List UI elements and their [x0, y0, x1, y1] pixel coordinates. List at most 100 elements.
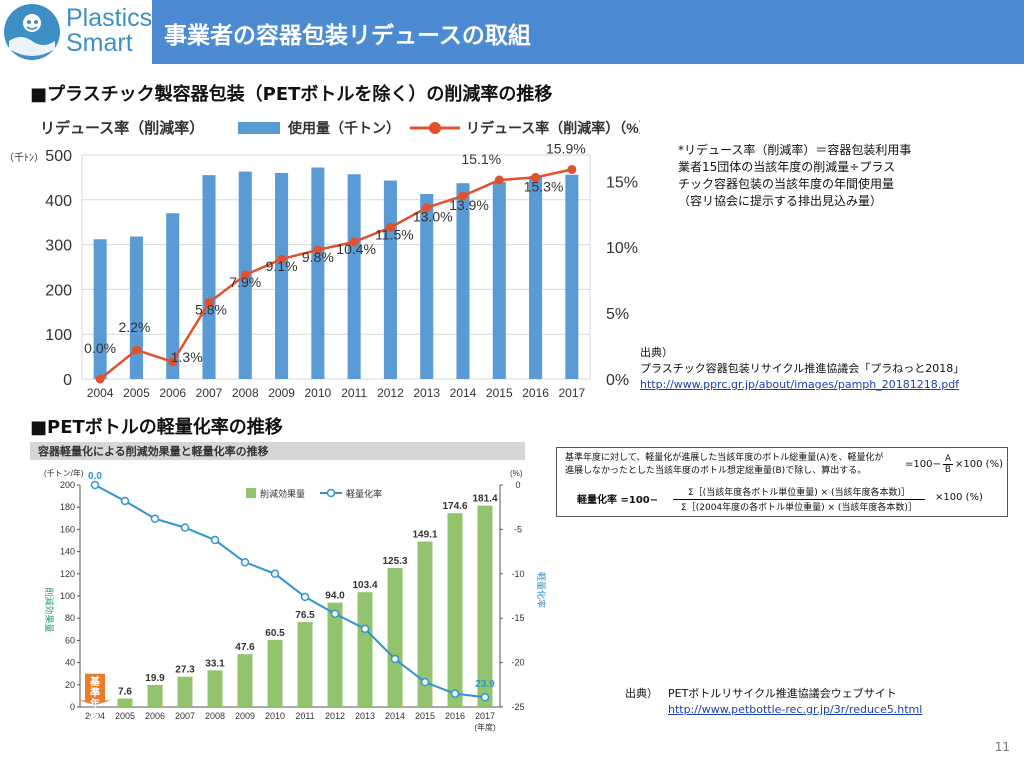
plot-area [81, 154, 591, 380]
x-tick-label: 2010 [265, 711, 285, 721]
legend-label: 軽量化率 [346, 488, 382, 499]
legend-swatch-marker [429, 122, 441, 134]
bar [311, 167, 325, 379]
x-tick-label: 2011 [341, 386, 367, 400]
y2-tick-label: 0 [515, 480, 520, 490]
data-label: 19.9 [145, 673, 165, 684]
chart-title-bar [30, 442, 525, 460]
x-tick-label: 2008 [205, 711, 225, 721]
source2-link[interactable]: http://www.petbottle-rec.gr.jp/3r/reduce… [668, 703, 923, 716]
arrow-label-char: 年 [90, 697, 100, 710]
x-tick-label: 2007 [196, 386, 223, 400]
note-line: チック容器包装の当該年度の年間使用量 [678, 177, 895, 191]
line-point [531, 172, 541, 182]
arrow-label-char: 基 [89, 675, 101, 688]
bar [275, 172, 289, 379]
data-label: 76.5 [295, 610, 315, 621]
weight-reduction-line [94, 484, 486, 699]
line-point [240, 270, 250, 280]
bar [565, 174, 579, 379]
y2-axis-unit: (%) [510, 469, 523, 478]
data-label: 0.0% [84, 340, 116, 356]
arrow-label-char: 度 [90, 708, 101, 721]
source1-link[interactable]: http://www.pprc.gr.jp/about/images/pamph… [640, 378, 960, 391]
line-point [360, 624, 370, 634]
y-axis-unit: （千ﾄﾝ） [4, 152, 44, 164]
bar [207, 670, 223, 707]
x-tick-label: 2015 [486, 386, 513, 400]
legend-label: 削減効果量 [260, 488, 305, 499]
data-label: 1.3% [171, 349, 203, 365]
data-label: 13.9% [449, 197, 489, 213]
x-tick-label: 2012 [325, 711, 345, 721]
bar [177, 676, 193, 707]
y-tick-label: 180 [60, 502, 75, 512]
data-label: 7.6 [118, 687, 132, 698]
formula-short-lhs: =100− [905, 459, 941, 470]
bar [147, 684, 163, 707]
data-label: 103.4 [352, 580, 377, 591]
y2-tick-label: 5% [606, 306, 629, 323]
reference-year-arrow [79, 673, 111, 705]
y-tick-label: 100 [45, 327, 72, 344]
source1: 出典） プラスチック容器包装リサイクル推進協議会「プラねっと2018」 http… [640, 345, 964, 393]
data-label: 9.8% [302, 249, 334, 265]
reduction-rate-chart: リデュース率（削減率） 使用量（千トン） リデュース率（削減率）（%） （千ﾄﾝ） 0 1… [4, 119, 640, 400]
bar [477, 505, 493, 707]
legend-swatch-bar [246, 488, 256, 498]
y-tick-label: 100 [60, 591, 75, 601]
y2-tick-label: -15 [511, 613, 524, 623]
bar [387, 567, 403, 707]
line-point [313, 245, 323, 255]
bar [129, 236, 143, 379]
section2-heading: ■PETボトルの軽量化率の推移 [30, 417, 283, 438]
x-tick-label: 2012 [377, 386, 404, 400]
y-tick-label: 500 [45, 148, 72, 165]
note-line: 業者15団体の当該年度の削減量÷プラス [678, 160, 896, 174]
plastics-smart-logo: Plastics Smart [0, 0, 152, 64]
x-tick-label: 2005 [123, 386, 150, 400]
y-tick-label: 200 [45, 282, 72, 299]
x-tick-label: 2017 [559, 386, 586, 400]
y2-tick-label: -20 [511, 658, 524, 668]
line-point [567, 164, 577, 174]
bar [492, 181, 506, 379]
line-point [120, 496, 130, 506]
x-tick-label: 2011 [295, 711, 314, 721]
x-tick-label: 2016 [522, 386, 549, 400]
bar [420, 193, 434, 379]
line-point [204, 298, 214, 308]
data-label: 2.2% [118, 319, 150, 335]
line-point [95, 374, 105, 384]
line-point [131, 345, 141, 355]
weight-reduction-chart: 容器軽量化による削減効果量と軽量化率の推移(千トン/年) (%)削減効果量 軽量化率… [30, 442, 547, 732]
logo-text: Plastics Smart [66, 6, 152, 56]
y2-tick-label: 10% [606, 240, 638, 257]
data-label: 181.4 [472, 494, 497, 505]
bar [297, 622, 313, 707]
formula-suffix: ×100 (%) [935, 492, 983, 503]
bar [417, 541, 433, 707]
x-tick-label: 2006 [145, 711, 165, 721]
y-tick-label: 60 [65, 635, 75, 645]
source1-label: 出典） [640, 346, 673, 359]
line-point [480, 692, 490, 702]
bar [347, 174, 361, 379]
bar [93, 239, 107, 379]
y-tick-label: 120 [60, 569, 75, 579]
x-tick-label: 2009 [268, 386, 295, 400]
legend-label: 使用量（千トン） [287, 120, 400, 136]
source2-text: PETボトルリサイクル推進協議会ウェブサイト [668, 687, 897, 700]
bar [447, 513, 463, 707]
y2-tick-label: 15% [606, 174, 638, 191]
x-tick-label: 2009 [235, 711, 255, 721]
line-point [210, 535, 220, 545]
arrow-label-char: 準 [90, 686, 100, 699]
data-label: 15.9% [546, 140, 586, 156]
x-tick-label: 2010 [305, 386, 332, 400]
data-label: 11.5% [375, 226, 414, 242]
line-point [277, 254, 287, 264]
legend-label: リデュース率（削減率）（%） [466, 120, 640, 136]
x-tick-label: 2005 [115, 711, 135, 721]
x-tick-label: 2014 [385, 711, 405, 721]
